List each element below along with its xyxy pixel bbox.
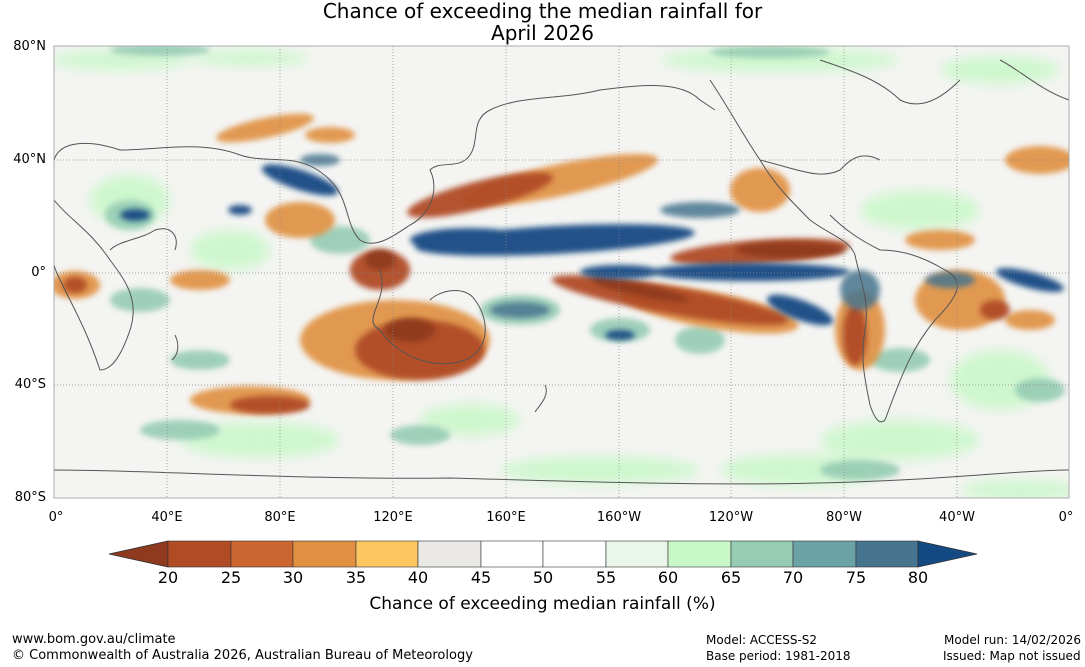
colorbar-tick-40: 40 — [407, 568, 429, 587]
colorbar-tick-55: 55 — [595, 568, 617, 587]
copyright-notice: © Commonwealth of Australia 2026, Austra… — [12, 648, 473, 663]
website-link[interactable]: www.bom.gov.au/climate — [12, 632, 176, 647]
colorbar-label: Chance of exceeding median rainfall (%) — [369, 594, 716, 614]
lat-label-80s: 80°S — [14, 490, 46, 505]
colorbar-swatch-60-65 — [667, 540, 732, 568]
colorbar-swatch-20-25 — [167, 540, 232, 568]
coastlines — [54, 59, 1069, 485]
lat-label-40n: 40°N — [13, 152, 46, 167]
wet-medium-regions — [105, 46, 1065, 480]
base-period: Base period: 1981-2018 — [706, 649, 851, 663]
colorbar-swatch-55-60 — [605, 540, 669, 568]
lon-label-160w: 160°W — [596, 510, 642, 525]
colorbar-swatch-30-35 — [292, 540, 357, 568]
model-name: Model: ACCESS-S2 — [706, 633, 818, 647]
colorbar-tick-75: 75 — [845, 568, 867, 587]
colorbar-tick-70: 70 — [782, 568, 804, 587]
colorbar-swatch-40-45 — [417, 540, 482, 568]
colorbar-tick-20: 20 — [157, 568, 179, 587]
lat-label-40s: 40°S — [14, 377, 46, 392]
colorbar-tick-60: 60 — [657, 568, 679, 587]
colorbar-swatch-above-80 — [917, 540, 978, 568]
lon-label-40w: 40°W — [939, 510, 975, 525]
colorbar-tick-50: 50 — [532, 568, 554, 587]
colorbar-tick-65: 65 — [720, 568, 742, 587]
lat-label-0: 0° — [31, 265, 46, 280]
map-frame — [53, 45, 1070, 499]
lon-label-80w: 80°W — [826, 510, 862, 525]
lon-label-120e: 120°E — [373, 510, 413, 525]
dry-extreme-regions — [365, 242, 845, 342]
graticule — [54, 46, 1069, 498]
lon-label-40e: 40°E — [151, 510, 183, 525]
lat-label-80n: 80°N — [13, 39, 46, 54]
issued-status: Issued: Map not issued — [943, 649, 1081, 663]
colorbar-swatch-50-55 — [542, 540, 607, 568]
colorbar-swatch-45-50 — [480, 540, 544, 568]
colorbar-tick-30: 30 — [282, 568, 304, 587]
colorbar — [108, 540, 978, 568]
colorbar-tick-35: 35 — [345, 568, 367, 587]
model-run-date: Model run: 14/02/2026 — [944, 633, 1082, 647]
lon-label-0-west: 0° — [48, 510, 64, 525]
lon-label-120w: 120°W — [708, 510, 754, 525]
wet-high-regions — [300, 154, 975, 318]
colorbar-swatch-65-70 — [730, 540, 794, 568]
colorbar-swatch-35-40 — [355, 540, 419, 568]
wet-strong-regions — [120, 164, 1064, 340]
colorbar-tick-45: 45 — [470, 568, 492, 587]
lon-label-0-east: 0° — [1058, 510, 1074, 525]
colorbar-tick-25: 25 — [220, 568, 242, 587]
map-title-line-1: Chance of exceeding the median rainfall … — [322, 0, 763, 23]
colorbar-swatch-75-80 — [855, 540, 919, 568]
colorbar-swatch-below-20 — [108, 540, 169, 568]
colorbar-swatch-25-30 — [230, 540, 294, 568]
lon-label-80e: 80°E — [264, 510, 296, 525]
colorbar-tick-80: 80 — [907, 568, 929, 587]
map-title-line-2: April 2026 — [491, 21, 594, 45]
colorbar-swatch-70-75 — [792, 540, 857, 568]
lon-label-160e: 160°E — [486, 510, 526, 525]
